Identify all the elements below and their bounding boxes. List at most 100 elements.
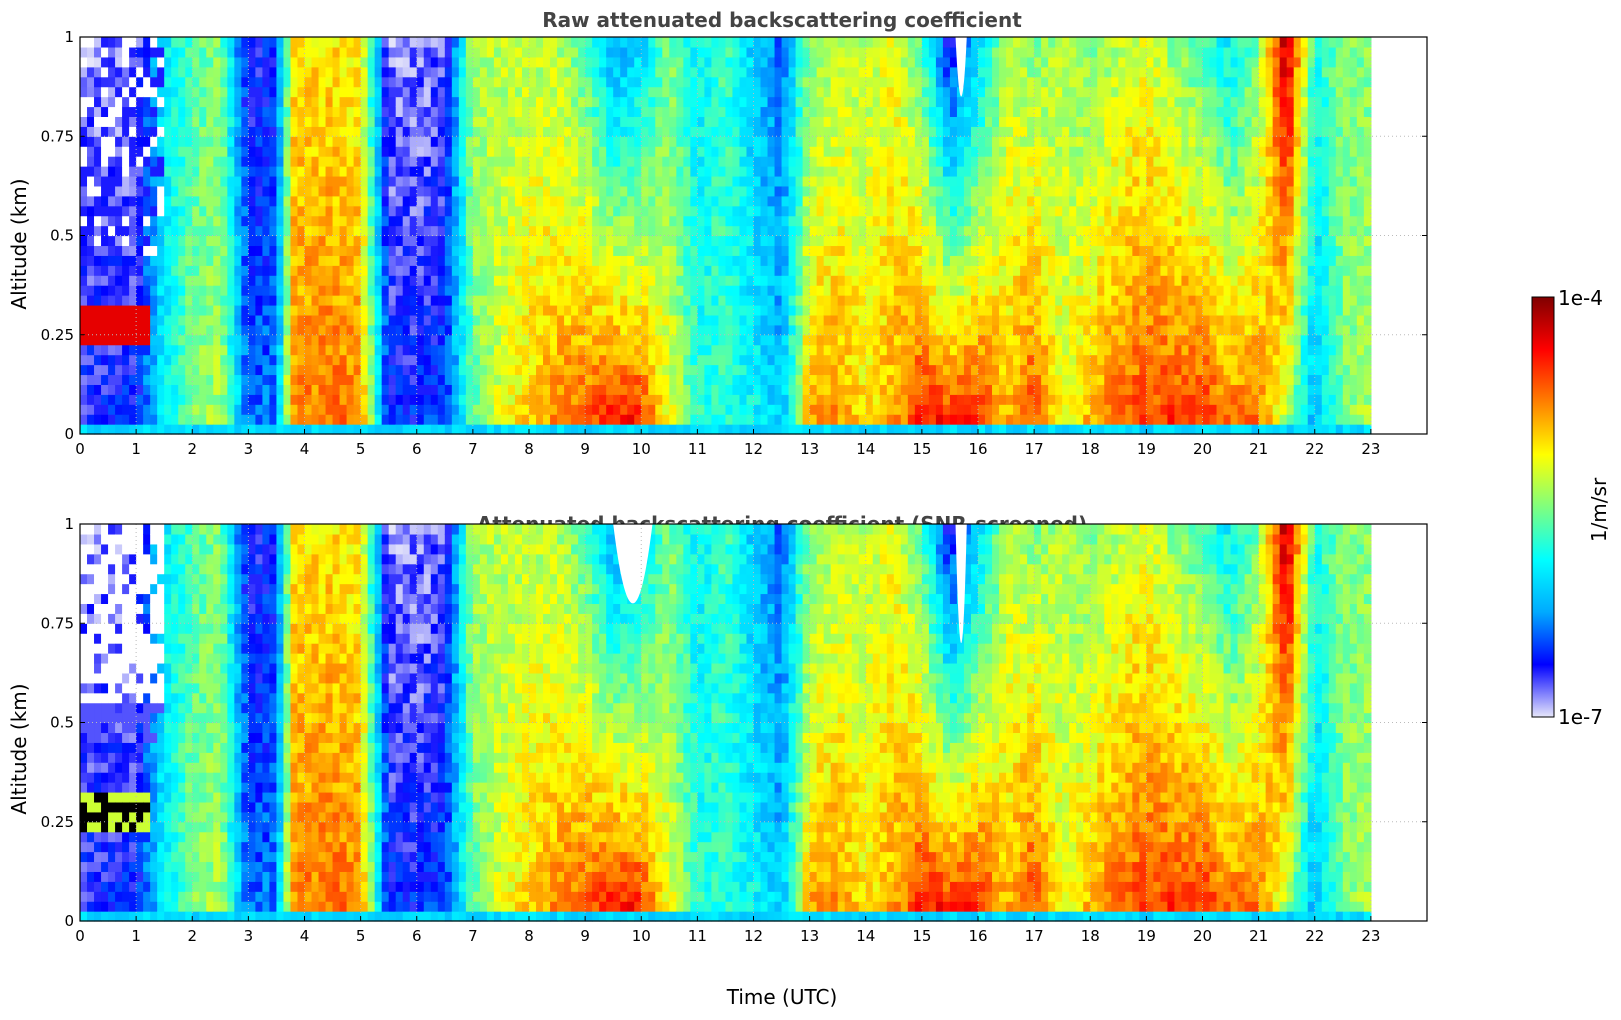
heatmap-cell [360, 344, 369, 356]
heatmap-cell [276, 136, 285, 147]
heatmap-cell [543, 414, 551, 425]
heatmap-cell [388, 37, 397, 48]
heatmap-cell [430, 424, 439, 435]
heatmap-cell [199, 37, 207, 48]
heatmap-cell [374, 96, 383, 108]
heatmap-cell [935, 146, 944, 157]
heatmap-cell [87, 344, 95, 356]
heatmap-cell [886, 374, 895, 385]
heatmap-cell [374, 56, 383, 68]
heatmap-cell [346, 344, 355, 356]
heatmap-cell [325, 394, 334, 405]
heatmap-cell [108, 354, 116, 366]
heatmap-cell [500, 334, 509, 346]
heatmap-cell [80, 304, 88, 316]
heatmap-cell [297, 96, 306, 108]
heatmap-cell [479, 285, 488, 296]
heatmap-cell [199, 364, 207, 376]
heatmap-cell [683, 324, 691, 336]
heatmap-cell [94, 166, 102, 177]
heatmap-cell [493, 76, 502, 88]
heatmap-cell [220, 195, 228, 207]
heatmap-cell [409, 146, 418, 157]
heatmap-cell [718, 96, 727, 108]
heatmap-cell [262, 374, 271, 385]
heatmap-cell [255, 314, 264, 326]
heatmap-cell [136, 86, 144, 98]
heatmap-cell [423, 235, 432, 247]
heatmap-cell [521, 424, 530, 435]
heatmap-cell [774, 295, 783, 306]
heatmap-cell [774, 394, 783, 405]
heatmap-cell [444, 195, 453, 207]
heatmap-cell [571, 334, 579, 346]
heatmap-cell [388, 235, 397, 247]
heatmap-cell [907, 414, 916, 425]
heatmap-cell [318, 304, 327, 316]
heatmap-cell [423, 166, 432, 177]
heatmap-cell [129, 424, 137, 435]
heatmap-cell [564, 46, 572, 58]
heatmap-cell [585, 166, 593, 177]
heatmap-cell [900, 116, 909, 127]
heatmap-cell [557, 314, 565, 326]
heatmap-cell [325, 374, 334, 385]
heatmap-cell [451, 235, 460, 247]
heatmap-cell [374, 394, 383, 405]
heatmap-cell [381, 344, 390, 356]
heatmap-cell [318, 255, 327, 266]
heatmap-cell [290, 146, 299, 157]
heatmap-cell [150, 285, 158, 296]
heatmap-cell [879, 314, 888, 326]
heatmap-cell [655, 86, 663, 98]
heatmap-cell [234, 205, 242, 217]
heatmap-cell [529, 126, 537, 137]
heatmap-cell [697, 96, 705, 108]
heatmap-cell [606, 175, 614, 187]
heatmap-cell [381, 275, 390, 286]
heatmap-cell [655, 146, 663, 157]
heatmap-cell [858, 295, 867, 306]
heatmap-cell [500, 304, 509, 316]
heatmap-cell [858, 304, 867, 316]
heatmap-cell [718, 404, 727, 415]
heatmap-cell [514, 175, 523, 187]
heatmap-cell [311, 205, 320, 217]
heatmap-cell [479, 215, 488, 227]
heatmap-cell [942, 255, 951, 266]
heatmap-cell [297, 374, 306, 385]
heatmap-cell [753, 195, 762, 207]
heatmap-cell [486, 275, 495, 286]
heatmap-cell [283, 364, 292, 376]
heatmap-cell [416, 116, 425, 127]
heatmap-cell [157, 126, 165, 137]
heatmap-cell [458, 265, 467, 276]
heatmap-cell [809, 175, 818, 187]
heatmap-cell [402, 126, 411, 137]
heatmap-cell [360, 215, 369, 227]
heatmap-cell [444, 265, 453, 276]
heatmap-cell [585, 175, 593, 187]
heatmap-cell [136, 424, 144, 435]
heatmap-cell [311, 324, 320, 336]
heatmap-cell [893, 304, 902, 316]
heatmap-cell [206, 225, 214, 237]
heatmap-cell [465, 324, 474, 336]
heatmap-cell [444, 354, 453, 366]
heatmap-cell [136, 136, 144, 147]
heatmap-cell [227, 37, 235, 48]
heatmap-cell [865, 245, 874, 256]
heatmap-cell [683, 404, 691, 415]
heatmap-cell [837, 185, 846, 197]
heatmap-cell [304, 225, 313, 237]
heatmap-cell [262, 384, 271, 395]
heatmap-cell [914, 96, 923, 108]
heatmap-cell [704, 344, 713, 356]
heatmap-cell [914, 374, 923, 385]
heatmap-cell [683, 314, 691, 326]
heatmap-cell [578, 156, 586, 167]
heatmap-cell [942, 116, 951, 127]
heatmap-cell [578, 334, 586, 346]
heatmap-cell [550, 324, 558, 336]
heatmap-cell [234, 175, 242, 187]
